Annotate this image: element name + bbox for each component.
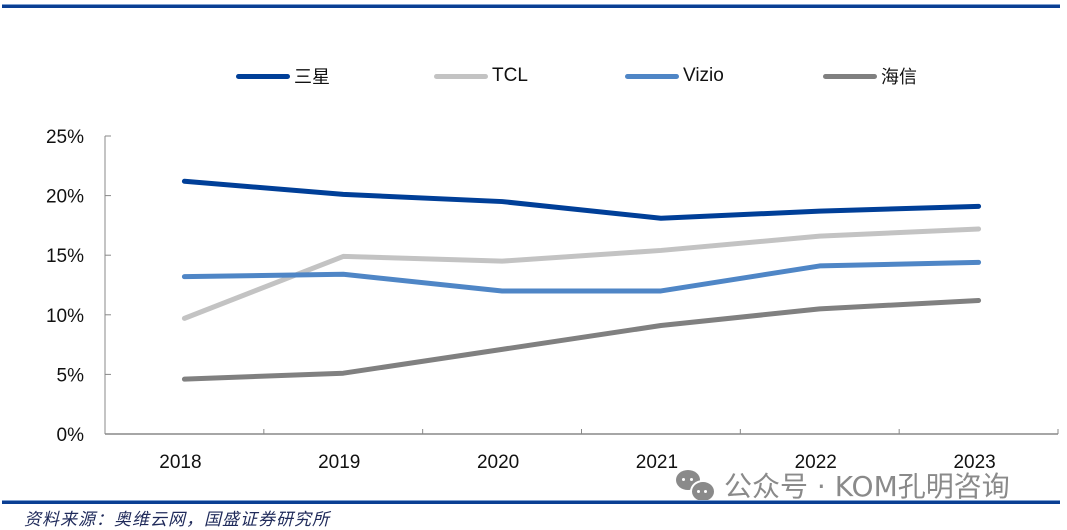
x-tick-label: 2019 (318, 452, 360, 473)
series-line-2 (181, 259, 982, 294)
y-tick-label: 10% (46, 306, 84, 327)
x-tick-label: 2023 (953, 452, 995, 473)
legend-label: TCL (492, 65, 528, 86)
watermark: 公众号 · KOM孔明咨询 (676, 465, 1010, 505)
legend-swatch (236, 73, 290, 79)
legend: 三星 TCL Vizio 海信 (0, 64, 1067, 88)
legend-label: 海信 (881, 67, 917, 88)
y-tick-labels: 0% 5% 10% 15% 20% 25% (46, 127, 84, 446)
series-line-3 (181, 297, 982, 382)
y-tick-label: 20% (46, 187, 84, 208)
legend-item-samsung: 三星 (236, 64, 330, 88)
series-lines (181, 178, 982, 382)
source-note: 资料来源：奥维云网，国盛证券研究所 (24, 510, 330, 530)
axes (104, 135, 1059, 435)
watermark-text: 公众号 · KOM孔明咨询 (724, 470, 1010, 503)
series-line-1 (181, 226, 982, 321)
series-line-0 (181, 178, 982, 221)
y-tick-label: 15% (46, 246, 84, 267)
x-tick-label: 2022 (795, 452, 837, 473)
legend-label: 三星 (294, 67, 330, 88)
legend-label: Vizio (683, 65, 724, 86)
top-rule (2, 4, 1060, 8)
y-tick-label: 5% (57, 365, 85, 386)
x-tick-label: 2021 (636, 452, 678, 473)
x-tick-label: 2018 (159, 452, 201, 473)
legend-swatch (434, 73, 488, 79)
x-tick-labels: 2018 2019 2020 2021 2022 2023 (159, 452, 995, 473)
y-tick-label: 25% (46, 127, 84, 148)
legend-item-tcl: TCL (434, 64, 528, 88)
legend-item-vizio: Vizio (625, 64, 724, 88)
wechat-icon (676, 468, 716, 503)
y-tick-label: 0% (57, 425, 85, 446)
bottom-rule (2, 500, 1060, 504)
legend-item-hisense: 海信 (823, 64, 917, 88)
x-tick-label: 2020 (477, 452, 519, 473)
legend-swatch (823, 73, 877, 79)
legend-swatch (625, 73, 679, 79)
